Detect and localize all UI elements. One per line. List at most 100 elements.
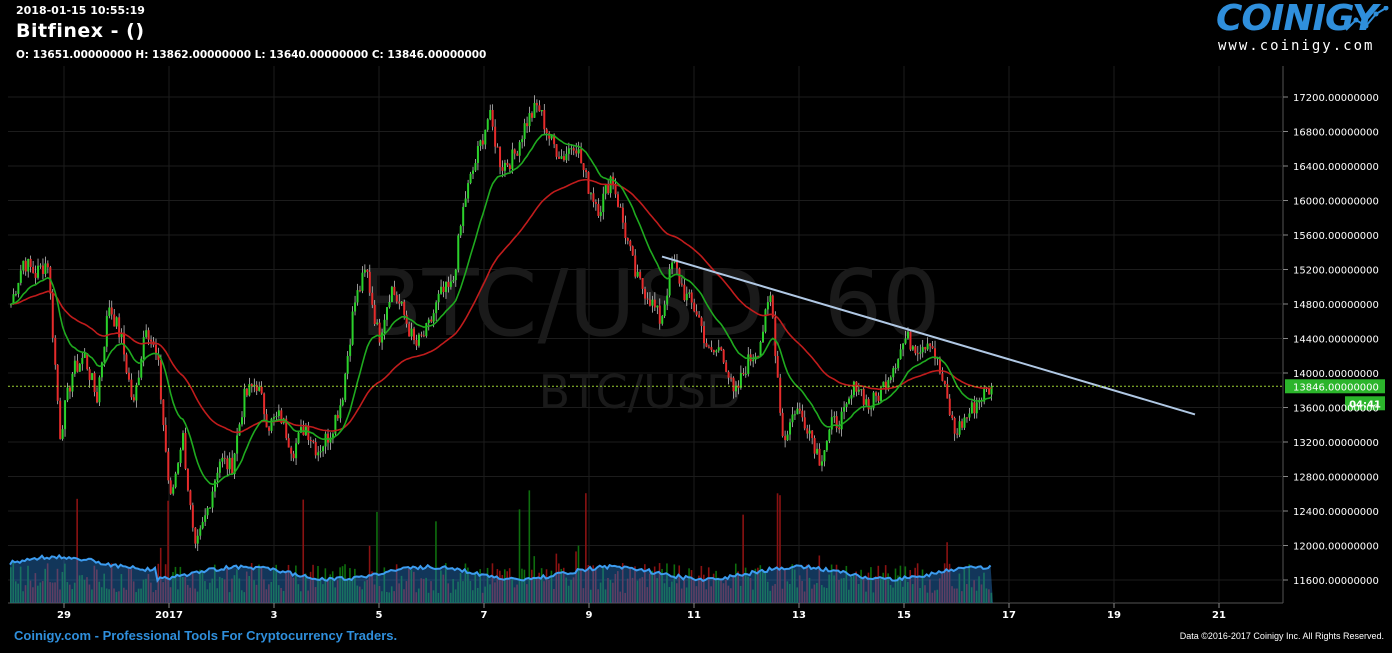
candle-body — [64, 400, 67, 430]
footer-tagline[interactable]: Coinigy.com - Professional Tools For Cry… — [14, 628, 398, 643]
volume-bar — [661, 568, 663, 603]
candle-body — [427, 319, 430, 324]
volume-bar — [671, 581, 673, 603]
volume-bar — [295, 565, 297, 603]
candle-body — [12, 294, 15, 305]
candle-body — [354, 302, 357, 312]
volume-bar — [730, 588, 732, 603]
coinigy-logo[interactable]: COINIGY www.coinigy.com — [1216, 0, 1392, 60]
volume-bar — [206, 589, 209, 603]
volume-bar — [346, 579, 349, 603]
volume-bar — [983, 572, 985, 603]
candle-body — [703, 326, 706, 344]
candle-body — [44, 263, 47, 275]
volume-bar — [553, 588, 555, 603]
candle-body — [717, 347, 720, 351]
candle-body — [936, 357, 939, 359]
volume-bar — [526, 584, 528, 603]
volume-bar — [875, 576, 877, 603]
volume-bar — [535, 577, 538, 603]
candle-body — [845, 403, 848, 407]
candle-body — [946, 384, 949, 399]
volume-bar — [349, 568, 351, 603]
volume-bar — [879, 578, 882, 603]
volume-bar — [902, 586, 904, 603]
volume-bar — [808, 577, 811, 603]
volume-bar — [742, 514, 744, 603]
candle-body — [727, 371, 730, 378]
volume-bar — [771, 585, 774, 603]
trendline — [661, 255, 1196, 416]
candle-body — [228, 457, 231, 470]
candle-body — [491, 110, 494, 127]
candle-body — [159, 359, 162, 400]
candle-body — [793, 414, 796, 416]
volume-bar — [37, 585, 39, 603]
candle-body — [378, 322, 381, 343]
candle-body — [924, 347, 927, 350]
candle-body — [911, 346, 914, 350]
candle-body — [169, 480, 172, 494]
candle-body — [417, 334, 420, 346]
volume-bar — [327, 579, 329, 603]
volume-bar — [774, 584, 776, 603]
volume-bar — [400, 575, 403, 603]
candle-body — [614, 185, 617, 195]
candle-body — [560, 156, 563, 159]
volume-bar — [916, 563, 919, 603]
candle-body — [715, 350, 718, 353]
volume-bar — [823, 587, 826, 603]
candle-body — [157, 354, 160, 360]
volume-bar — [970, 587, 973, 603]
candle-body — [223, 457, 226, 459]
volume-bar — [700, 565, 703, 603]
candle-body — [565, 153, 568, 161]
candle-body — [118, 317, 121, 338]
candle-body — [344, 373, 347, 400]
volume-bar — [614, 573, 617, 603]
candle-body — [368, 271, 371, 293]
candle-body — [147, 330, 150, 340]
candle-body — [663, 304, 666, 317]
volume-bar — [474, 571, 477, 603]
volume-bar — [61, 571, 64, 603]
y-tick-label: 12000.00000000 — [1293, 542, 1379, 553]
volume-bar — [786, 581, 789, 603]
volume-bar — [383, 567, 386, 603]
candle-body — [226, 458, 229, 470]
candle-body — [705, 343, 708, 347]
candle-body — [634, 255, 637, 277]
candle-body — [186, 468, 189, 491]
volume-bar — [781, 588, 784, 603]
candle-body — [641, 278, 644, 289]
candle-body — [100, 362, 103, 378]
volume-bar — [624, 592, 626, 603]
volume-bar — [302, 499, 305, 603]
volume-bar — [385, 591, 388, 603]
candle-body — [678, 268, 681, 284]
volume-bar — [376, 511, 378, 603]
candle-body — [698, 314, 701, 318]
volume-bar — [737, 571, 740, 603]
candle-body — [54, 337, 57, 365]
volume-bar — [297, 584, 300, 603]
candles — [10, 95, 993, 552]
volume-bar — [285, 572, 287, 603]
volume-bar — [938, 578, 941, 603]
moving-averages — [10, 133, 992, 486]
volume-bar — [59, 589, 61, 603]
volume-bar — [555, 553, 558, 603]
volume-bar — [135, 592, 137, 603]
candle-body — [621, 207, 624, 223]
volume-bar — [626, 578, 629, 603]
volume-bar — [685, 587, 688, 603]
candle-body — [236, 435, 239, 454]
candle-body — [383, 319, 386, 333]
volume-bar — [123, 587, 125, 603]
volume-bar — [231, 578, 233, 603]
volume-bar — [516, 584, 518, 603]
volume-bar — [513, 587, 516, 603]
candle-body — [105, 315, 108, 347]
volume-bar — [427, 592, 430, 603]
